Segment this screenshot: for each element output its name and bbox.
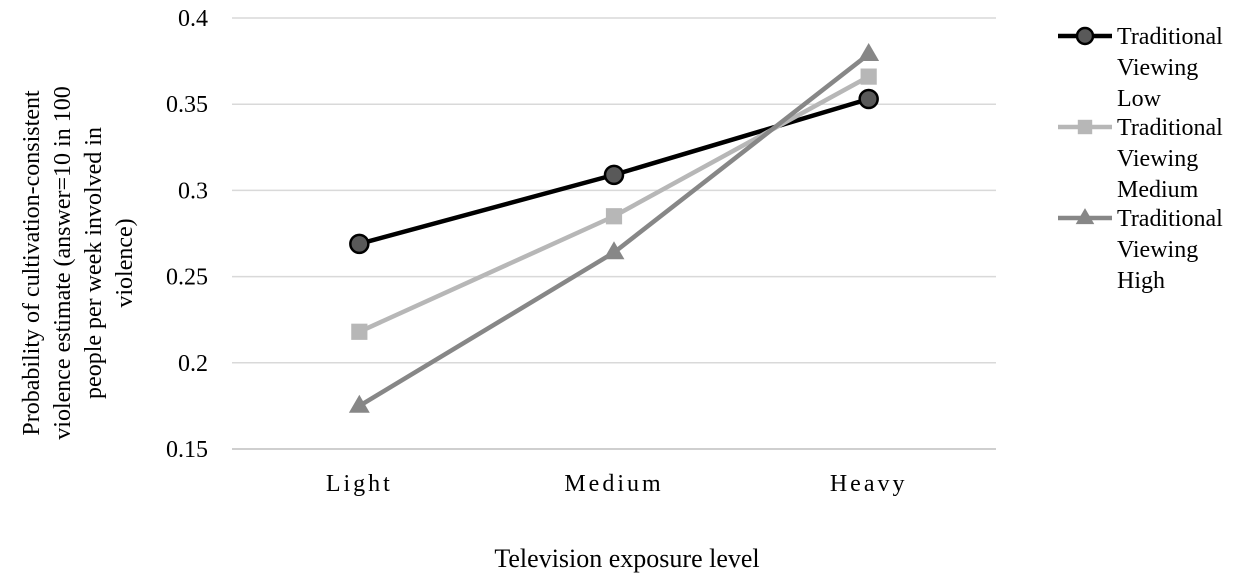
series-square [351, 68, 877, 340]
data-point [348, 394, 370, 413]
y-axis-title-line: violence) [112, 218, 138, 307]
y-axis-title-line: people per week involved in [81, 127, 107, 399]
data-point [1077, 119, 1093, 135]
data-point [603, 164, 625, 186]
x-tick-label: Heavy [830, 471, 908, 497]
legend-item: Traditional Viewing Low [1058, 24, 1223, 112]
y-axis-title-line: violence estimate (answer=10 in 100 [50, 86, 76, 439]
x-axis-title: Television exposure level [494, 544, 759, 573]
data-point [858, 88, 879, 110]
y-tick-label: 0.25 [166, 265, 208, 291]
y-tick-label: 0.35 [166, 92, 208, 118]
legend-label: Traditional [1117, 206, 1223, 232]
legend: Traditional Viewing Low Traditional Viewing M… [1058, 24, 1223, 294]
legend-label: Medium [1117, 177, 1199, 203]
data-point [351, 323, 368, 340]
x-tick-label: Medium [564, 471, 663, 497]
legend-item: Traditional Viewing High [1058, 206, 1223, 294]
data-point [349, 233, 370, 255]
gridlines [232, 17, 996, 364]
y-axis-title-line: Probability of cultivation-consistent [19, 90, 45, 436]
y-tick-label: 0.3 [178, 178, 208, 204]
legend-label: Viewing [1117, 237, 1198, 263]
legend-label: Traditional [1117, 115, 1223, 141]
y-axis-title: Probability of cultivation-consistent vio… [19, 86, 138, 439]
data-point [603, 241, 625, 260]
legend-label: Viewing [1117, 146, 1198, 172]
x-tick-label: Light [326, 471, 393, 497]
data-point [1075, 26, 1095, 46]
data-point [860, 68, 877, 85]
legend-label: Traditional [1117, 24, 1223, 50]
data-point [1075, 208, 1095, 225]
y-tick-label: 0.4 [178, 6, 208, 32]
legend-label: High [1117, 268, 1165, 294]
data-point [858, 43, 880, 62]
y-axis-ticks: 0.15 0.2 0.25 0.3 0.35 0.4 [166, 6, 208, 463]
legend-label: Viewing [1117, 55, 1198, 81]
legend-label: Low [1117, 86, 1162, 112]
data-point [605, 208, 623, 225]
y-tick-label: 0.2 [178, 351, 208, 377]
series-triangle [348, 43, 880, 413]
y-tick-label: 0.15 [166, 437, 208, 463]
legend-item: Traditional Viewing Medium [1058, 115, 1223, 203]
x-axis-ticks: Light Medium Heavy [326, 471, 908, 497]
series-group [348, 43, 880, 413]
series-line [358, 52, 871, 408]
